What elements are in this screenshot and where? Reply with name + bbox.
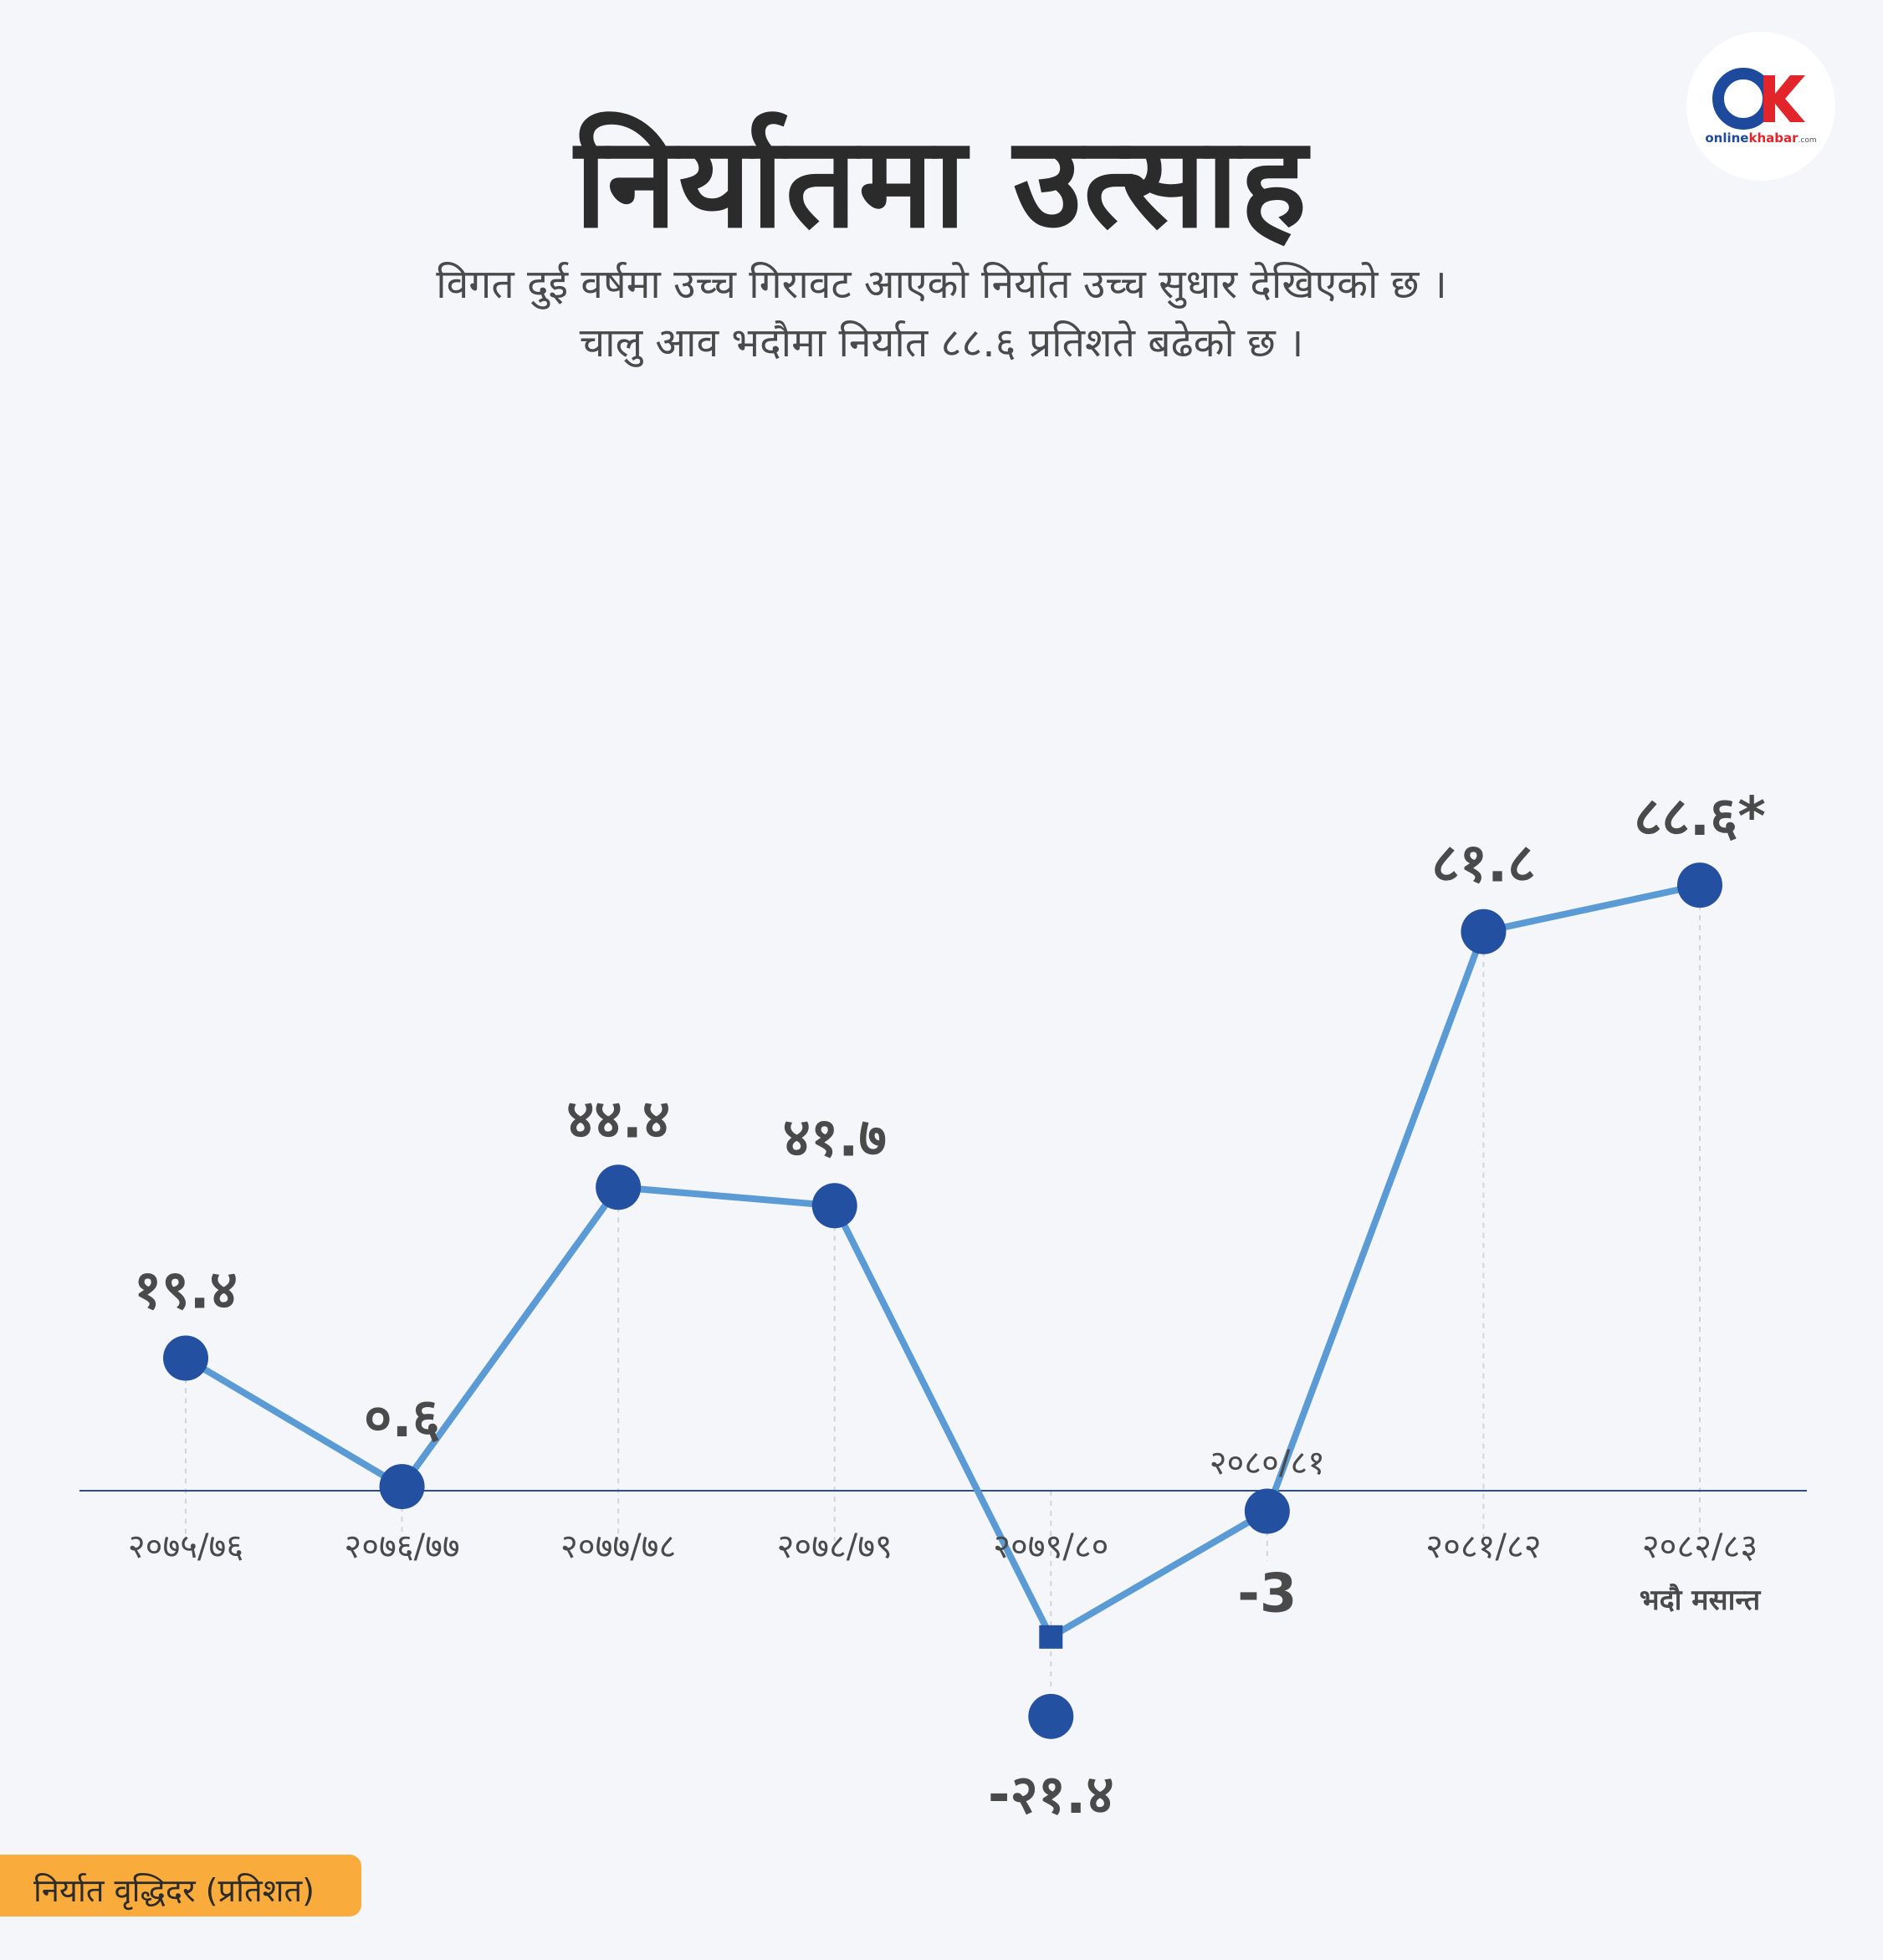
point-0 bbox=[163, 1335, 208, 1381]
page-title: निर्यातमा उत्साह bbox=[574, 110, 1309, 256]
point-2 bbox=[596, 1164, 642, 1210]
value-label-1: ०.६ bbox=[364, 1388, 440, 1450]
x-tick-0: २०७५/७६ bbox=[128, 1528, 243, 1566]
legend: निर्यात वृद्धिदर (प्रतिशत) bbox=[0, 1855, 361, 1917]
point-3 bbox=[811, 1183, 857, 1229]
value-label-7: ८८.६* bbox=[1634, 786, 1766, 848]
point-5 bbox=[1244, 1488, 1290, 1534]
series-line bbox=[183, 882, 1701, 1640]
x-tick-3: २०७८/७९ bbox=[777, 1528, 893, 1566]
onlinekhabar-logo: onlinekhabar.com bbox=[1686, 32, 1835, 181]
point-4 bbox=[1028, 1693, 1074, 1739]
x-tick-7: २०८२/८३ bbox=[1642, 1528, 1758, 1566]
legend-label: निर्यात वृद्धिदर (प्रतिशत) bbox=[33, 1872, 315, 1909]
x-tick-1: २०७६/७७ bbox=[344, 1528, 459, 1566]
x-tick-6: २०८१/८२ bbox=[1425, 1528, 1541, 1566]
ok-logo-icon bbox=[1712, 68, 1805, 130]
x-tick-sublabel-7: भदौ मसान्त bbox=[1640, 1583, 1762, 1617]
x-tick-5: २०८०/८१ bbox=[1210, 1444, 1325, 1482]
vertical-guides bbox=[185, 885, 1701, 1687]
logo-text-khabar: khabar bbox=[1748, 130, 1799, 146]
subtitle-line-2: चालु आव भदौमा निर्यात ८८.६ प्रतिशते बढेक… bbox=[579, 320, 1304, 366]
value-label-2: ४४.४ bbox=[566, 1088, 670, 1150]
value-label-5: -3 bbox=[1237, 1563, 1297, 1625]
x-tick-2: २०७७/७८ bbox=[560, 1528, 676, 1566]
point-7 bbox=[1677, 862, 1722, 908]
data-markers bbox=[163, 862, 1722, 1739]
point-1 bbox=[379, 1464, 425, 1510]
x-tick-4: २०७९/८० bbox=[993, 1528, 1108, 1566]
subtitle: विगत दुई वर्षमा उच्च गिरावट आएको निर्यात… bbox=[0, 255, 1883, 372]
logo-wordmark: onlinekhabar.com bbox=[1686, 130, 1835, 146]
logo-text-online: online bbox=[1705, 130, 1749, 146]
logo-text-domain: .com bbox=[1798, 136, 1817, 145]
value-label-3: ४१.७ bbox=[783, 1107, 887, 1169]
value-label-0: १९.४ bbox=[134, 1260, 238, 1322]
value-label-4: -२१.४ bbox=[988, 1764, 1114, 1826]
subtitle-line-1: विगत दुई वर्षमा उच्च गिरावट आएको निर्यात… bbox=[436, 261, 1447, 308]
x-axis-ticks: २०७५/७६ २०७६/७७ २०७७/७८ २०७८/७९ २०७९/८० २०८०/… bbox=[128, 1444, 1762, 1617]
value-label-6: ८१.८ bbox=[1431, 833, 1535, 895]
point-square-4 bbox=[1039, 1625, 1063, 1649]
value-labels: १९.४ ०.६ ४४.४ ४१.७ -२१.४ -3 ८१.८ ८८.६* bbox=[134, 786, 1766, 1826]
point-6 bbox=[1461, 908, 1507, 954]
